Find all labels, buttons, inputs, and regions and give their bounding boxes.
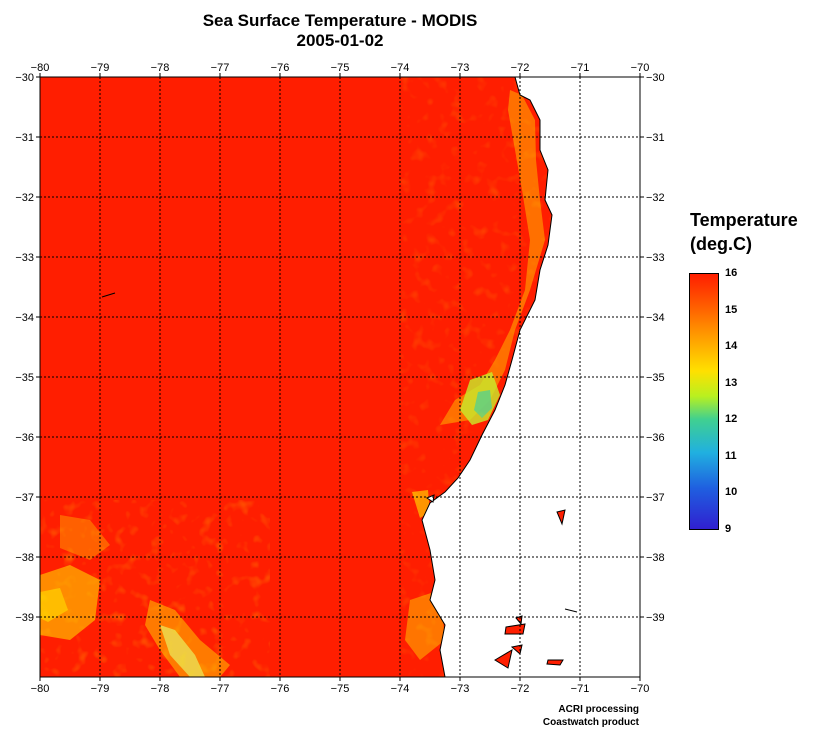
tick-label-lat-right: −39 (646, 612, 665, 624)
gridlines (40, 77, 640, 677)
axis-ticks: −80 −80 −79 −79 −78 −78 −77 −77 −76 −76 −75 −75 −74 −… (15, 62, 664, 695)
tick-label-lat-left: −37 (15, 492, 34, 504)
tick-label-lon-top: −70 (631, 62, 650, 74)
tick-label-lat-left: −34 (15, 312, 34, 324)
map-title: Sea Surface Temperature - MODIS (202, 11, 478, 30)
tick-label-lat-left: −39 (15, 612, 34, 624)
island-lake-3 (494, 648, 513, 669)
tick-label-lat-left: −38 (15, 552, 34, 564)
tick-label-lon-bottom: −71 (571, 683, 590, 695)
tick-label-lon-top: −73 (451, 62, 470, 74)
tick-label-lon-bottom: −74 (391, 683, 410, 695)
tick-label-lon-bottom: −70 (631, 683, 650, 695)
tick-label-lat-right: −36 (646, 432, 665, 444)
colorbar-label: 10 (725, 486, 738, 499)
legend-title-line2: (deg.C) (690, 234, 752, 254)
tick-label-lon-bottom: −73 (451, 683, 470, 695)
tick-label-lon-top: −78 (151, 62, 170, 74)
tick-label-lon-top: −71 (571, 62, 590, 74)
island-lake-6 (564, 608, 578, 613)
tick-label-lon-bottom: −76 (271, 683, 290, 695)
island-small-nw (101, 292, 116, 298)
tick-label-lon-bottom: −72 (511, 683, 530, 695)
tick-label-lon-bottom: −78 (151, 683, 170, 695)
tick-label-lat-left: −36 (15, 432, 34, 444)
colorbar-label: 16 (725, 267, 738, 279)
sw-noise (40, 500, 270, 677)
tick-label-lon-top: −74 (391, 62, 410, 74)
tick-label-lon-bottom: −79 (91, 683, 110, 695)
tick-label-lat-right: −32 (646, 192, 665, 204)
island-lake-4 (510, 644, 523, 655)
island-lake-1 (556, 509, 566, 526)
tick-label-lat-left: −35 (15, 372, 34, 384)
tick-label-lat-left: −30 (15, 72, 34, 84)
tick-label-lon-bottom: −80 (31, 683, 50, 695)
tick-label-lon-top: −77 (211, 62, 230, 74)
tick-label-lat-right: −34 (646, 312, 665, 324)
colorbar-label: 15 (725, 303, 738, 316)
map-date: 2005-01-02 (296, 31, 384, 50)
tick-label-lat-left: −32 (15, 192, 34, 204)
tick-label-lat-right: −35 (646, 372, 665, 384)
colorbar-label: 11 (725, 449, 737, 462)
colorbar-label: 14 (725, 340, 738, 353)
tick-label-lat-left: −33 (15, 252, 34, 264)
tick-label-lat-right: −33 (646, 252, 665, 264)
legend-title-line1: Temperature (690, 210, 798, 230)
colorbar (689, 273, 719, 530)
land (421, 77, 640, 677)
tick-label-lon-top: −79 (91, 62, 110, 74)
tick-label-lon-bottom: −75 (331, 683, 350, 695)
colorbar-label: 13 (725, 376, 738, 389)
tick-label-lat-right: −31 (646, 132, 665, 144)
credit-processing: ACRI processing (558, 704, 639, 715)
tick-label-lat-right: −30 (646, 72, 665, 84)
tick-label-lon-top: −80 (31, 62, 50, 74)
tick-label-lon-top: −76 (271, 62, 290, 74)
tick-label-lat-left: −31 (15, 132, 34, 144)
tick-label-lon-top: −72 (511, 62, 530, 74)
island-lake-5 (546, 659, 564, 666)
tick-label-lon-top: −75 (331, 62, 350, 74)
tick-label-lon-bottom: −77 (211, 683, 230, 695)
credit-product: Coastwatch product (542, 717, 639, 728)
tick-label-lat-right: −38 (646, 552, 665, 564)
colorbar-label: 12 (725, 413, 738, 426)
colorbar-label: 9 (725, 523, 732, 535)
tick-label-lat-right: −37 (646, 492, 665, 504)
